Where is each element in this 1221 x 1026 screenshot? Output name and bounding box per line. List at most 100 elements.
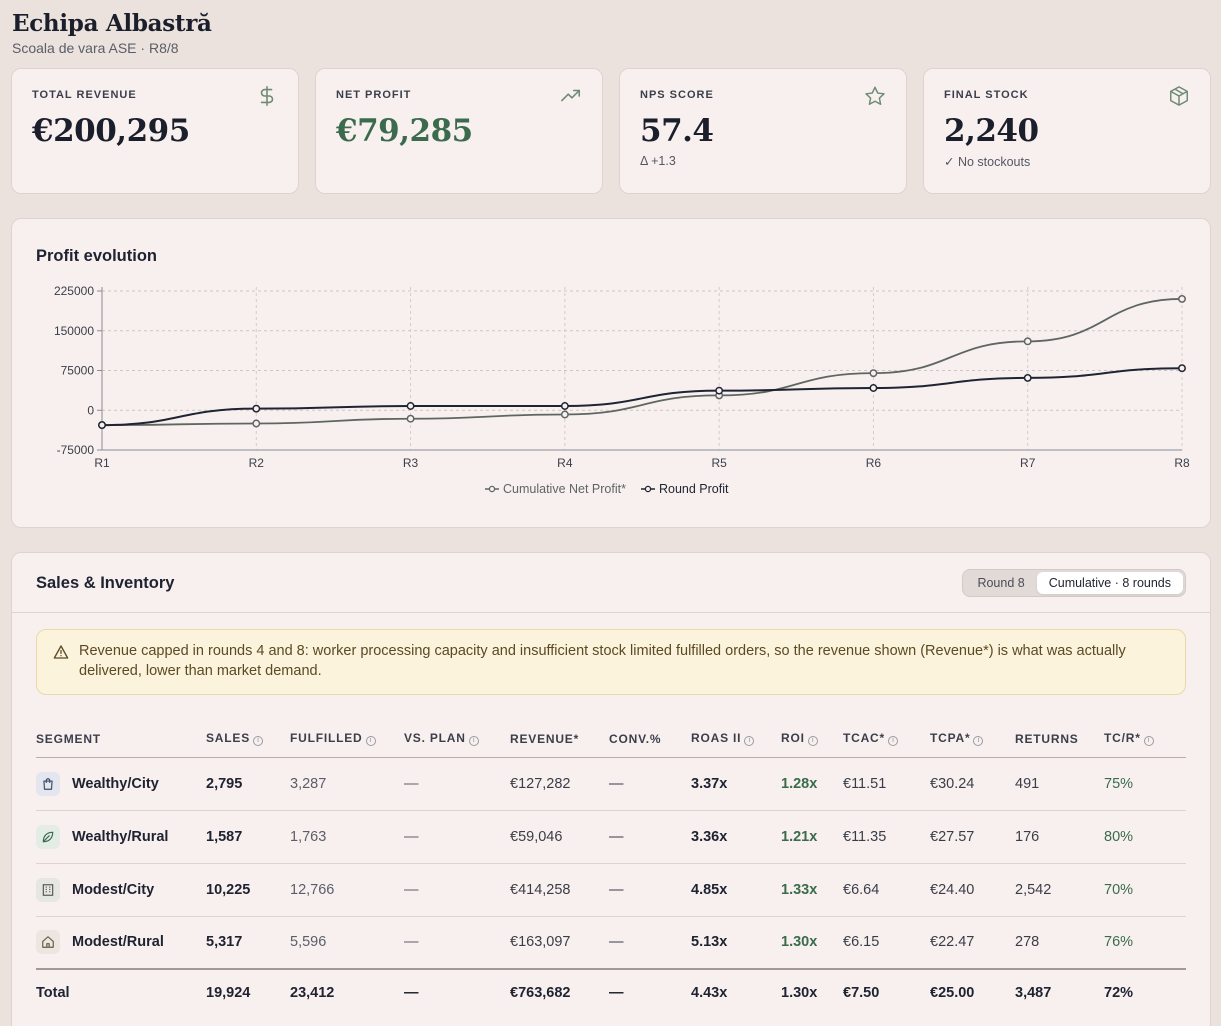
revenue-cell: €127,282	[510, 757, 609, 811]
series-line-1	[101, 367, 1183, 427]
kpi-total-revenue: TOTAL REVENUE €200,295	[11, 68, 299, 194]
tcac-cell: €11.51	[843, 757, 930, 811]
kpi-net-profit: NET PROFIT €79,285	[315, 68, 603, 194]
segment-name: Wealthy/Rural	[72, 828, 169, 845]
building-icon	[36, 877, 60, 902]
data-point	[406, 414, 415, 423]
total-sales-cell: 19,924	[206, 968, 290, 1015]
revenue-cell: €414,258	[510, 863, 609, 917]
col-roi[interactable]: ROI i	[781, 721, 843, 758]
sales-table: SEGMENT SALES i FULFILLED i VS. PLAN i REVE…	[36, 721, 1186, 1015]
segment-name: Wealthy/City	[72, 775, 159, 792]
roas-cell: 5.13x	[691, 916, 781, 970]
info-icon[interactable]: i	[365, 736, 376, 747]
total-tcr-cell: 72%	[1104, 968, 1186, 1015]
col-returns[interactable]: RETURNS	[1015, 721, 1104, 758]
conv-cell: —	[609, 863, 691, 917]
sales-cell: 5,317	[206, 916, 290, 970]
segment-name: Modest/City	[72, 881, 155, 898]
box-icon	[1170, 86, 1188, 106]
table-row: Wealthy/Rural 1,587 1,763— €59,046—3.36x 1.2…	[36, 810, 1186, 864]
table-row: Wealthy/City 2,795 3,287— €127,282—3.37x 1.2…	[36, 757, 1186, 811]
plan-cell: —	[404, 757, 510, 811]
data-point	[560, 410, 569, 419]
kpi-note: ✓ No stockouts	[944, 155, 1031, 169]
col-tcpa[interactable]: TCPA* i	[930, 721, 1015, 758]
plan-cell: —	[404, 863, 510, 917]
legend-marker	[644, 485, 652, 493]
info-icon[interactable]: i	[1143, 736, 1154, 747]
segment-cell: Modest/City	[36, 863, 206, 917]
data-point	[715, 386, 724, 395]
info-icon[interactable]: i	[468, 736, 479, 747]
data-point	[1023, 337, 1032, 346]
col-vs-plan[interactable]: VS. PLAN i	[404, 721, 510, 758]
col-revenue[interactable]: REVENUE*	[510, 721, 609, 758]
legend-marker	[488, 485, 496, 493]
info-icon[interactable]: i	[888, 736, 898, 747]
trending-up-icon	[561, 89, 581, 102]
sales-cell: 10,225	[206, 863, 290, 917]
x-tick-label: R1	[94, 456, 110, 470]
chart-title: Profit evolution	[36, 247, 157, 265]
kpi-nps-score: NPS SCORE 57.4 Δ +1.3	[619, 68, 907, 194]
data-point	[869, 384, 878, 392]
table-row: Modest/City 10,225 12,766— €414,258—4.85x 1.…	[36, 863, 1186, 917]
team-subtitle: Scoala de vara ASE · R8/8	[12, 40, 179, 56]
segment-cell: Wealthy/City	[36, 757, 206, 811]
total-returns-cell: 3,487	[1015, 968, 1104, 1015]
total-tcpa-cell: €25.00	[930, 968, 1015, 1015]
y-tick-label: 225000	[54, 284, 94, 298]
returns-cell: 491	[1015, 757, 1104, 811]
data-point	[406, 402, 415, 410]
roi-cell: 1.33x	[781, 863, 843, 917]
kpi-row: TOTAL REVENUE €200,295 NET PROFIT €79,28…	[11, 68, 1211, 194]
col-tcac[interactable]: TCAC* i	[843, 721, 930, 758]
tcpa-cell: €24.40	[930, 863, 1015, 917]
revenue-cell: €163,097	[510, 916, 609, 970]
legend-label: Round Profit	[659, 482, 729, 496]
y-tick-label: -75000	[57, 443, 95, 457]
team-name: Echipa Albastră	[12, 10, 212, 37]
col-segment[interactable]: SEGMENT	[36, 721, 206, 758]
col-fulfilled[interactable]: FULFILLED i	[290, 721, 404, 758]
kpi-final-stock: FINAL STOCK 2,240 ✓ No stockouts	[923, 68, 1211, 194]
col-tcr[interactable]: TC/R* i	[1104, 721, 1186, 758]
info-icon[interactable]: i	[253, 736, 264, 747]
x-tick-label: R4	[557, 456, 573, 470]
total-conv-cell: —	[609, 968, 691, 1015]
kpi-label: FINAL STOCK	[944, 89, 1029, 101]
sales-cell: 2,795	[206, 757, 290, 811]
kpi-label: TOTAL REVENUE	[32, 89, 137, 101]
kpi-note: Δ +1.3	[640, 154, 676, 168]
round-toggle-button[interactable]: Round 8	[977, 576, 1025, 590]
sales-header: Sales & Inventory Round 8 Cumulative · 8…	[12, 553, 1210, 613]
tcr-cell: 75%	[1104, 757, 1186, 811]
conv-cell: —	[609, 757, 691, 811]
tcr-cell: 80%	[1104, 810, 1186, 864]
col-conv[interactable]: CONV.%	[609, 721, 691, 758]
segment-cell: Wealthy/Rural	[36, 810, 206, 864]
info-icon[interactable]: i	[807, 736, 818, 747]
roi-cell: 1.28x	[781, 757, 843, 811]
roas-cell: 3.37x	[691, 757, 781, 811]
col-sales[interactable]: SALES i	[206, 721, 290, 758]
returns-cell: 278	[1015, 916, 1104, 970]
info-icon[interactable]: i	[744, 736, 755, 747]
house-icon	[36, 930, 60, 955]
star-icon	[865, 86, 885, 105]
series-line-0	[101, 298, 1183, 426]
x-tick-label: R5	[711, 456, 727, 470]
info-icon[interactable]: i	[973, 736, 984, 747]
fulfilled-cell: 1,763	[290, 810, 404, 864]
tcr-cell: 76%	[1104, 916, 1186, 970]
total-roi-cell: 1.30x	[781, 968, 843, 1015]
cumulative-toggle-button[interactable]: Cumulative · 8 rounds	[1036, 572, 1183, 594]
roi-cell: 1.21x	[781, 810, 843, 864]
revenue-cell: €59,046	[510, 810, 609, 864]
tcpa-cell: €22.47	[930, 916, 1015, 970]
col-roas[interactable]: ROAS II i	[691, 721, 781, 758]
y-tick-label: 75000	[61, 364, 95, 378]
total-label: Total	[36, 968, 206, 1015]
